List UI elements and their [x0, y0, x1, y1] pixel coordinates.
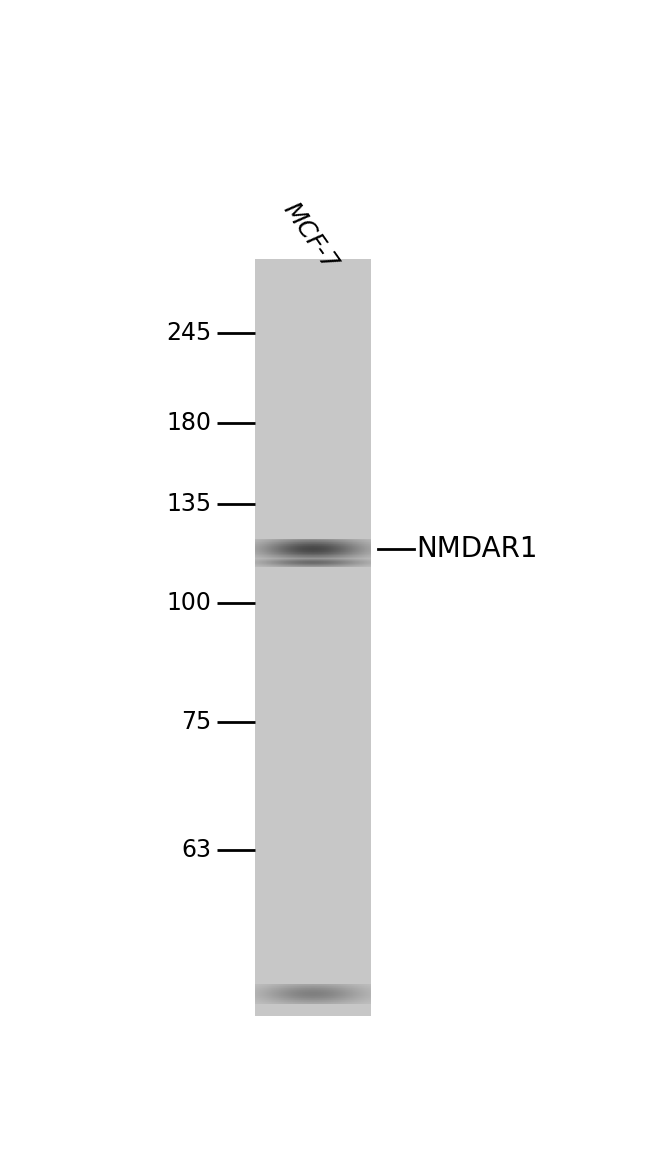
Text: 245: 245 — [166, 321, 211, 345]
Text: NMDAR1: NMDAR1 — [416, 534, 538, 562]
Text: 75: 75 — [181, 711, 211, 734]
Text: 180: 180 — [166, 411, 211, 435]
Text: 100: 100 — [166, 591, 211, 615]
Bar — [255, 259, 371, 1016]
Text: 63: 63 — [181, 838, 211, 862]
Text: 135: 135 — [166, 492, 211, 516]
Text: MCF-7: MCF-7 — [278, 198, 342, 275]
